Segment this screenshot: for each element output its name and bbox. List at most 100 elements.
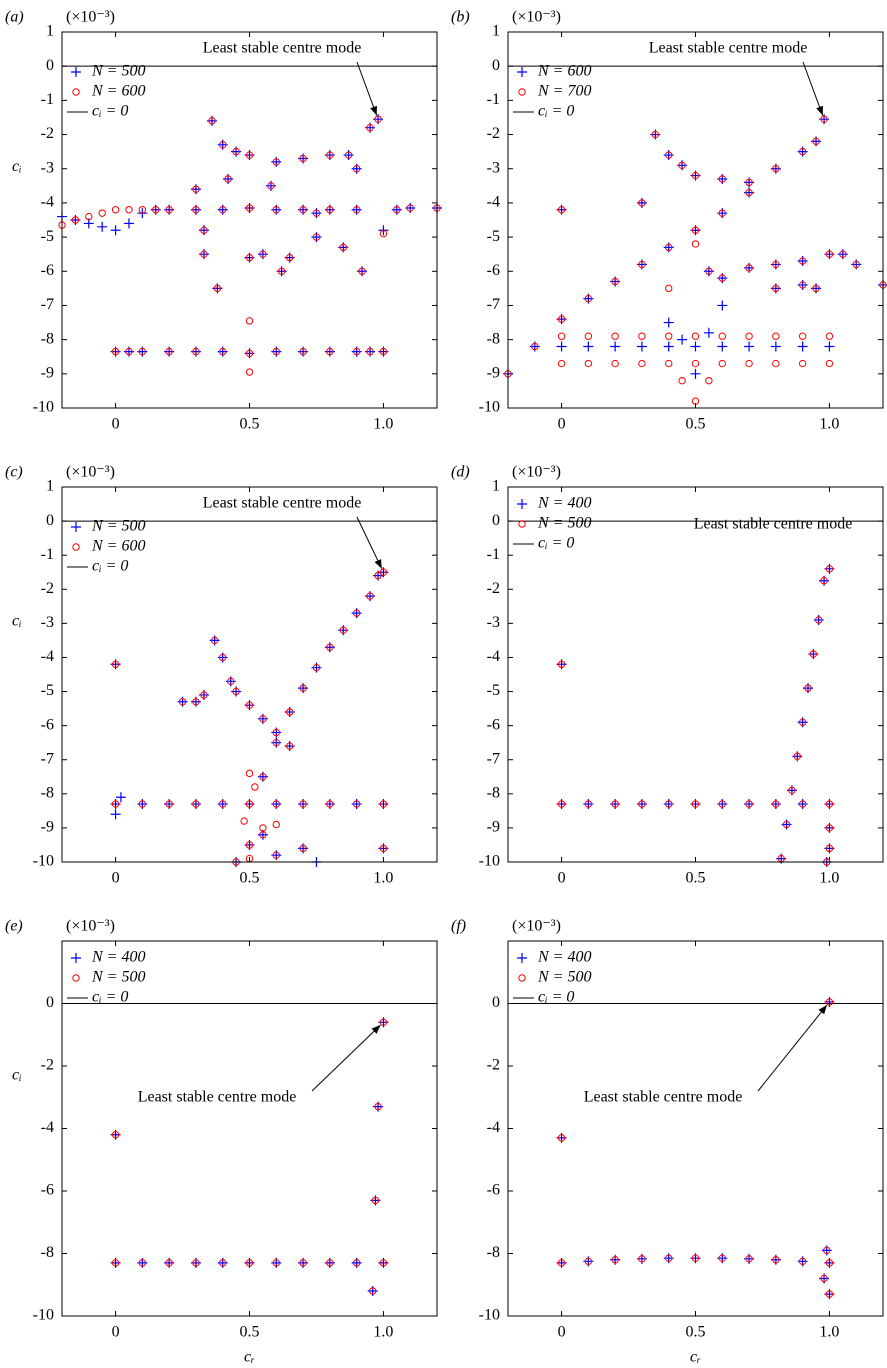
- data-point: [272, 820, 280, 829]
- y-tick-label: -1: [487, 91, 500, 108]
- y-tick-label: 0: [492, 57, 500, 74]
- legend-label: cᵢ = 0: [538, 535, 574, 552]
- legend-marker: [517, 67, 527, 77]
- data-point: [804, 684, 812, 692]
- data-point: [374, 1102, 382, 1111]
- y-tick-label: -7: [487, 296, 500, 313]
- annotation: Least stable centre mode: [649, 40, 808, 57]
- data-point: [192, 185, 200, 193]
- data-point: [245, 349, 254, 358]
- data-point: [111, 1131, 120, 1139]
- data-point: [219, 141, 227, 149]
- data-point: [379, 800, 388, 808]
- data-point: [745, 800, 753, 808]
- y-tick-label: -4: [487, 194, 500, 211]
- data-point: [610, 341, 621, 352]
- y-tick-label: -6: [41, 262, 54, 279]
- data-point: [705, 376, 713, 385]
- data-point: [352, 206, 361, 214]
- legend-marker: [72, 974, 80, 982]
- data-point: [651, 130, 660, 139]
- panel: (d) (×10⁻³) 1 0 -1 -2 -3 -4 -5 -6 -7 -8 -9 -10 0 0.5 1.0…: [451, 464, 884, 887]
- data-point: [219, 653, 227, 662]
- y-axis-label: cᵢ: [12, 613, 22, 630]
- data-point: [665, 359, 673, 368]
- data-point: [352, 347, 361, 356]
- legend-label: N = 500: [91, 518, 145, 535]
- data-point: [138, 206, 147, 214]
- axes-frame: [61, 31, 438, 409]
- x-tick-label: 0: [558, 416, 566, 433]
- y-tick-label: -2: [41, 125, 54, 142]
- data-point: [745, 264, 753, 272]
- data-point: [744, 341, 755, 352]
- data-point: [611, 277, 619, 286]
- data-point: [285, 708, 294, 716]
- data-point: [691, 1254, 700, 1262]
- legend-marker: [71, 953, 81, 963]
- data-point: [123, 218, 134, 229]
- data-point: [798, 332, 807, 340]
- data-point: [352, 1259, 361, 1267]
- data-point: [245, 317, 254, 325]
- data-point: [788, 786, 796, 795]
- legend-marker: [72, 88, 80, 96]
- data-point: [823, 1246, 831, 1255]
- data-point: [638, 1255, 646, 1263]
- annotation: Least stable centre mode: [138, 1089, 297, 1106]
- data-point: [718, 175, 726, 183]
- x-tick-label: 0.5: [240, 870, 260, 887]
- data-point: [770, 341, 781, 352]
- annotation: Least stable centre mode: [203, 495, 362, 512]
- data-point: [85, 212, 93, 221]
- y-tick-label: -2: [41, 580, 54, 597]
- data-point: [299, 154, 307, 163]
- data-point: [192, 206, 200, 214]
- legend-label: cᵢ = 0: [92, 558, 128, 575]
- data-point: [272, 851, 280, 859]
- data-point: [366, 592, 374, 600]
- annotation: Least stable centre mode: [694, 516, 853, 533]
- data-point: [192, 698, 200, 706]
- data-point: [691, 240, 700, 248]
- y-tick-label: -7: [487, 750, 500, 767]
- data-point: [718, 1254, 726, 1262]
- x-tick-label: 1.0: [819, 416, 839, 433]
- y-tick-label: 0: [492, 512, 500, 529]
- data-point: [717, 341, 728, 352]
- y-tick-label: -4: [41, 194, 54, 211]
- y-tick-label: -10: [33, 399, 54, 416]
- data-point: [192, 347, 200, 356]
- data-point: [272, 206, 280, 214]
- data-point: [344, 151, 353, 159]
- y-tick-label: -5: [41, 228, 54, 245]
- legend-label: cᵢ = 0: [92, 103, 128, 120]
- data-point: [663, 341, 674, 352]
- y-tick-label: -5: [41, 682, 54, 699]
- y-tick-label: -8: [41, 1244, 54, 1261]
- y-tick-label: -2: [487, 1057, 500, 1074]
- data-point: [825, 824, 834, 832]
- data-point: [352, 165, 361, 173]
- x-axis-label: cᵣ: [690, 1349, 701, 1366]
- panel-label: (e): [5, 918, 23, 935]
- y-axis-label: cᵢ: [12, 158, 22, 175]
- data-point: [110, 809, 121, 820]
- data-point: [299, 684, 307, 692]
- data-point: [138, 1259, 147, 1267]
- data-point: [665, 284, 673, 293]
- data-point: [272, 158, 280, 166]
- data-point: [125, 206, 133, 214]
- data-point: [245, 841, 254, 849]
- data-point: [825, 565, 834, 573]
- data-point: [326, 643, 334, 651]
- data-point: [111, 660, 120, 668]
- data-point: [352, 800, 361, 808]
- x-tick-label: 0.5: [686, 870, 706, 887]
- data-point: [208, 117, 216, 125]
- annotation: Least stable centre mode: [584, 1089, 743, 1106]
- data-point: [192, 1259, 200, 1267]
- data-point: [718, 332, 726, 340]
- data-point: [178, 698, 187, 706]
- y-tick-label: -10: [33, 1307, 54, 1324]
